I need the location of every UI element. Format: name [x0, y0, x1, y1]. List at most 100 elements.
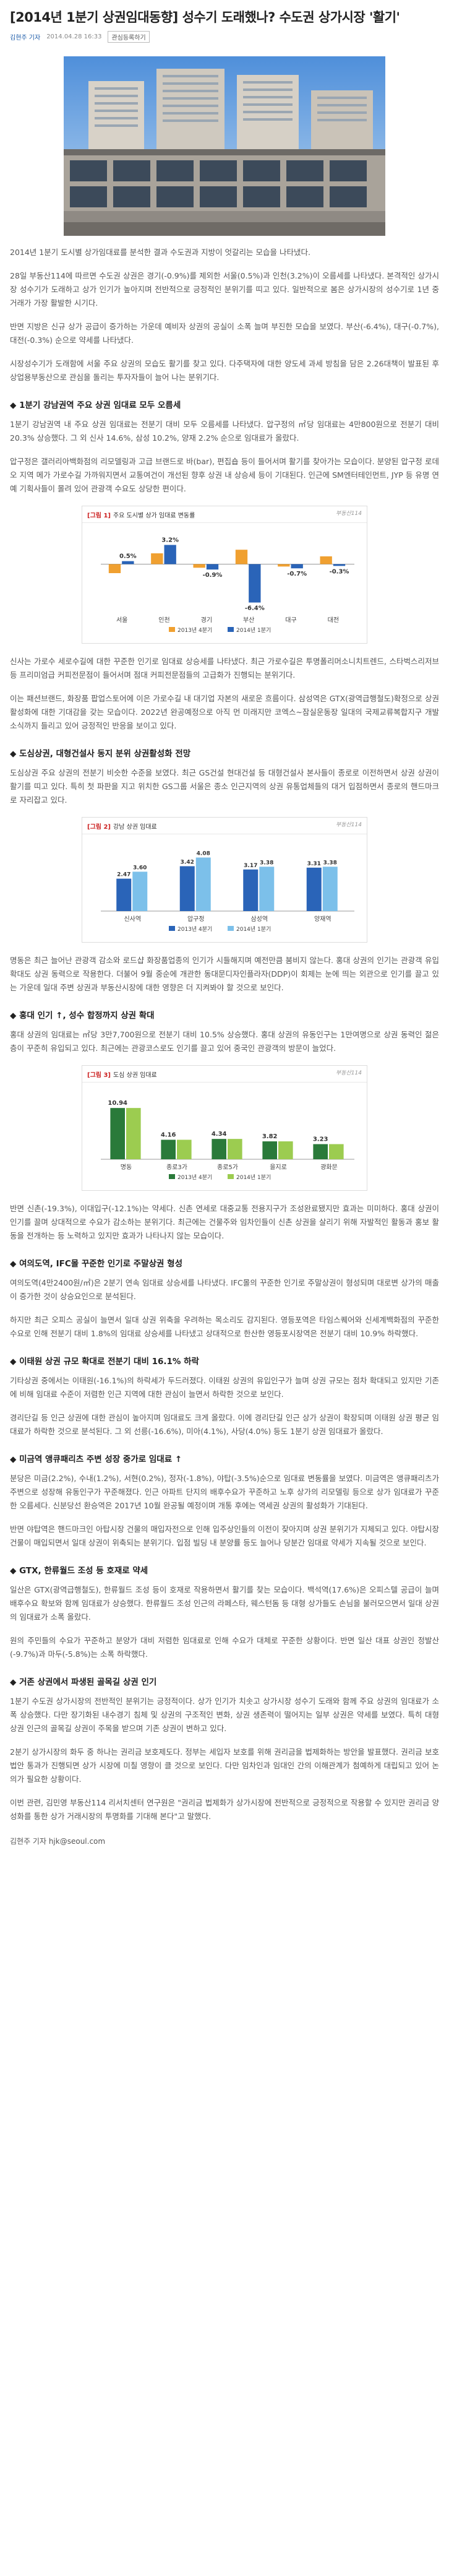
bar — [235, 550, 248, 564]
legend-label: 2014년 1분기 — [236, 926, 271, 933]
paragraph: 도심상권 주요 상권의 전분기 비슷한 수준을 보였다. 최근 GS건설 현대건… — [10, 768, 439, 805]
bar — [249, 564, 261, 603]
data-label: 4.34 — [212, 1131, 227, 1138]
category-label: 양재역 — [314, 915, 331, 923]
bar — [179, 866, 195, 911]
tag-button[interactable]: 관심등록하기 — [108, 31, 150, 43]
chart-number: [그림 3] — [87, 1071, 111, 1079]
paragraph: 반면 야탑역은 핸드마크인 아탑시장 건물의 매입자전으로 인해 입주상인들의 … — [10, 1524, 439, 1547]
bar — [206, 564, 219, 570]
category-label: 압구정 — [187, 915, 205, 923]
bar — [122, 561, 134, 564]
section-heading: ◆ 이태원 상권 규모 확대로 전분기 대비 16.1% 하락 — [10, 1357, 199, 1367]
paragraph: 2014년 1분기 도시별 상가임대료를 분석한 결과 수도권과 지방이 엇갈리… — [10, 248, 310, 257]
section-heading: ◆ 거존 상권에서 파생된 골목길 상권 인기 — [10, 1677, 157, 1687]
paragraph: 28일 부동산114에 따르면 수도권 상권은 경기(-0.9%)를 제외한 서… — [10, 271, 439, 308]
bar — [177, 1139, 192, 1159]
chart-figure: [그림 1] 주요 도시별 상가 임대료 변동률 부동산114 서울 0.5% 인천 3.2… — [82, 506, 367, 644]
data-label: 4.08 — [197, 851, 210, 857]
section-heading: ◆ 도심상권, 대형건설사 동지 분위 상권활성화 전망 — [10, 749, 191, 759]
data-label: -0.3% — [330, 568, 349, 575]
article-meta: 김현주 기자 2014.04.28 16:33 관심등록하기 — [10, 31, 439, 43]
category-label: 광화문 — [320, 1164, 338, 1171]
bar — [195, 857, 211, 911]
category-label: 을지로 — [270, 1164, 287, 1171]
bar — [329, 1144, 344, 1159]
legend-swatch — [228, 627, 234, 632]
bar — [291, 564, 303, 569]
data-label: -0.9% — [203, 572, 223, 579]
legend-swatch — [228, 1174, 234, 1179]
data-label: 3.38 — [260, 860, 273, 866]
data-label: 10.94 — [108, 1100, 127, 1107]
legend-swatch — [169, 627, 175, 632]
paragraph: 여의도역(4만2400원/㎡)은 2분기 연속 임대료 상승세를 나타냈다. I… — [10, 1278, 439, 1301]
paragraph: 이번 관련, 김민영 부동산114 리서치센터 연구원은 "권리금 법제화가 상… — [10, 1798, 439, 1821]
bar — [306, 867, 322, 911]
bar — [108, 564, 121, 573]
chart-header: [그림 1] 주요 도시별 상가 임대료 변동률 — [82, 506, 367, 523]
category-label: 대전 — [328, 616, 339, 624]
bar — [228, 1139, 242, 1159]
data-label: 3.82 — [262, 1133, 278, 1140]
section-heading: ◆ 1분기 강남권역 주요 상권 임대료 모두 오름세 — [10, 400, 181, 410]
bar — [278, 564, 290, 567]
legend-label: 2013년 4분기 — [177, 627, 212, 634]
chart-header: [그림 3] 도심 상권 임대료 — [82, 1066, 367, 1083]
legend-swatch — [228, 926, 234, 931]
legend-label: 2013년 4분기 — [177, 926, 212, 933]
bar — [193, 564, 205, 568]
bar — [161, 1139, 176, 1159]
chart-header: [그림 2] 강남 상권 임대료 — [82, 818, 367, 834]
category-label: 명동 — [121, 1164, 132, 1171]
data-label: 3.42 — [181, 859, 194, 865]
paragraph: 경리단길 등 인근 상권에 대한 관심이 높아지며 임대료도 크게 올랐다. 이… — [10, 1413, 439, 1436]
data-label: 3.2% — [161, 537, 179, 543]
chart-title: 주요 도시별 상가 임대료 변동률 — [113, 512, 195, 519]
data-label: 4.16 — [161, 1132, 176, 1139]
section-heading: ◆ 홍대 인기 ↑, 성수 합정까지 상권 확대 — [10, 1011, 155, 1021]
chart-number: [그림 2] — [87, 823, 111, 831]
building-photo-image — [64, 56, 385, 236]
paragraph: 홍대 상권의 임대료는 ㎡당 3만7,700원으로 전분기 대비 10.5% 상… — [10, 1030, 439, 1053]
data-label: 0.5% — [119, 553, 137, 560]
bar — [278, 1141, 293, 1159]
paragraph: 일산은 GTX(광역급행철도), 한류월드 조성 등이 호재로 작용하면서 활기… — [10, 1585, 439, 1622]
paragraph: 반면 지방은 신규 상가 공급이 증가하는 가운데 예비자 상권의 공실이 소폭… — [10, 322, 439, 345]
reporter-name[interactable]: 김현주 기자 — [10, 35, 41, 41]
bar — [322, 867, 338, 911]
paragraph: 기타상권 중에서는 이태원(-16.1%)의 하락세가 두드러졌다. 이태원 상… — [10, 1376, 439, 1399]
byline: 김현주 기자 hjk@seoul.com — [10, 1837, 106, 1846]
legend-label: 2013년 4분기 — [177, 1174, 212, 1181]
bar — [243, 869, 259, 911]
category-label: 신사역 — [124, 915, 141, 923]
bar-chart: 서울 0.5% 인천 3.2% 경기 -0.9% 부산 -6.4% 대구 -0.7% 대전 -0.3%… — [101, 537, 354, 634]
bar — [333, 564, 346, 566]
category-label: 대구 — [285, 616, 296, 624]
bar — [132, 871, 148, 911]
bar — [259, 867, 275, 911]
bar — [116, 878, 132, 911]
article-title: [2014년 1분기 상권임대동향] 성수기 도래했나? 수도권 상가시장 '활… — [10, 10, 400, 25]
paragraph: 시장성수기가 도래함에 서울 주요 상권의 모습도 활기를 찾고 있다. 다주택… — [10, 359, 439, 382]
category-label: 종로3가 — [166, 1164, 187, 1171]
article-body: 2014년 1분기 도시별 상가임대료를 분석한 결과 수도권과 지방이 엇갈리… — [10, 246, 439, 1823]
chart-title: 도심 상권 임대료 — [113, 1071, 157, 1079]
paragraph: 하지만 최근 오피스 공실이 늘면서 일대 상권 위축을 우려하는 목소리도 감… — [10, 1315, 439, 1338]
section-heading: ◆ 미금역 앵큐패리츠 주변 성장 중가로 임대료 ↑ — [10, 1454, 182, 1464]
paragraph: 반면 신촌(-19.3%), 이대입구(-12.1%)는 약세다. 신촌 연세로… — [10, 1204, 439, 1240]
legend-label: 2014년 1분기 — [236, 1174, 271, 1181]
source-logo: 부동산114 — [335, 1070, 362, 1076]
category-label: 부산 — [243, 616, 254, 624]
paragraph: 1분기 강남권역 내 주요 상권 임대료는 전분기 대비 모두 오름세를 나타냈… — [10, 420, 439, 443]
chart-figure: [그림 2] 강남 상권 임대료 부동산114 신사역 2.47 3.60 압구정 3.42 4… — [82, 817, 367, 943]
bar — [164, 545, 176, 564]
data-label: 3.60 — [133, 865, 147, 871]
category-label: 종로5가 — [217, 1164, 238, 1171]
data-label: 3.31 — [307, 861, 321, 867]
data-label: -6.4% — [245, 605, 265, 612]
paragraph: 압구정은 갤러리아백화점의 리모델링과 고급 브랜드로 바(bar), 편집숍 … — [10, 457, 439, 493]
source-logo: 부동산114 — [335, 511, 362, 517]
paragraph: 원의 주민들의 수요가 꾸준하고 분양가 대비 저렴한 임대료로 인해 수요가 … — [10, 1636, 439, 1659]
